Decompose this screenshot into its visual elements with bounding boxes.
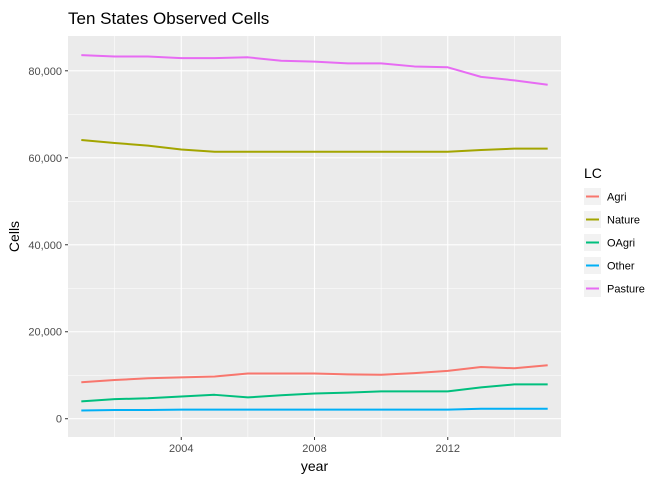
legend-label-oagri: OAgri [607,238,635,250]
series-line-other [81,407,548,412]
y-tick-label: 20,000 [28,327,62,339]
y-tick-label: 80,000 [28,66,62,78]
chart-title: Ten States Observed Cells [68,9,269,28]
x-axis-title: year [301,458,329,474]
legend-title: LC [584,165,602,181]
legend-label-pasture: Pasture [607,284,645,296]
data-lines [81,54,548,412]
x-tick-label: 2004 [169,443,193,455]
x-tick-label: 2008 [302,443,326,455]
series-line-agri [81,364,548,384]
legend: LC Agri Nature OAgri Other Pasture [584,165,645,297]
series-line-oagri [81,383,548,403]
legend-label-other: Other [607,261,635,273]
series-line-nature [81,138,548,153]
y-tick-label: 40,000 [28,240,62,252]
legend-label-agri: Agri [607,192,627,204]
axes: 0 20,000 40,000 60,000 80,000 2004 2008 2012 [28,66,460,455]
y-axis-title: Cells [6,221,22,252]
x-tick-label: 2012 [436,443,460,455]
y-tick-label: 0 [56,414,62,426]
y-tick-label: 60,000 [28,153,62,165]
legend-label-nature: Nature [607,215,640,227]
series-line-pasture [81,54,548,86]
